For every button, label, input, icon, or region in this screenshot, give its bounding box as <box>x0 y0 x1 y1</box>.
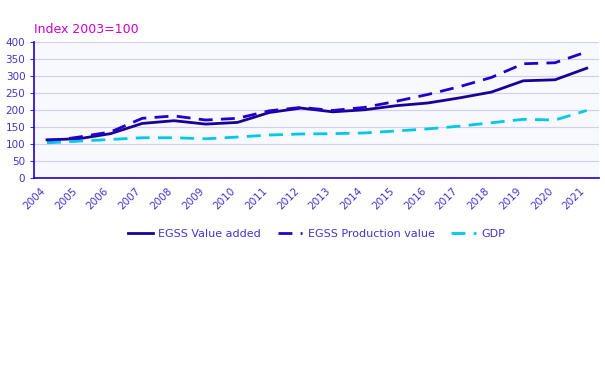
EGSS Production value <box>234 116 241 121</box>
EGSS Value added <box>361 108 368 112</box>
EGSS Value added <box>139 121 146 126</box>
GDP <box>488 121 495 125</box>
Legend: EGSS Value added, EGSS Production value, GDP: EGSS Value added, EGSS Production value,… <box>124 224 510 243</box>
EGSS Value added <box>266 110 273 115</box>
GDP <box>298 132 305 136</box>
GDP <box>171 135 178 140</box>
EGSS Production value <box>139 116 146 121</box>
GDP <box>520 117 527 122</box>
GDP <box>329 132 336 136</box>
EGSS Production value <box>583 50 590 54</box>
EGSS Production value <box>298 105 305 110</box>
EGSS Value added <box>44 138 51 142</box>
Line: EGSS Value added: EGSS Value added <box>47 68 587 140</box>
EGSS Production value <box>329 108 336 113</box>
EGSS Production value <box>202 118 209 122</box>
EGSS Production value <box>361 105 368 110</box>
GDP <box>456 124 463 128</box>
EGSS Value added <box>234 120 241 125</box>
GDP <box>266 133 273 137</box>
GDP <box>139 135 146 140</box>
EGSS Production value <box>266 108 273 113</box>
EGSS Production value <box>75 135 82 139</box>
EGSS Value added <box>583 66 590 70</box>
EGSS Production value <box>488 75 495 80</box>
EGSS Production value <box>424 92 431 97</box>
GDP <box>393 128 400 133</box>
EGSS Value added <box>551 78 558 82</box>
GDP <box>424 127 431 131</box>
EGSS Value added <box>424 101 431 105</box>
EGSS Production value <box>456 85 463 89</box>
GDP <box>107 137 114 142</box>
Line: GDP: GDP <box>47 110 587 143</box>
GDP <box>361 131 368 135</box>
Text: Index 2003=100: Index 2003=100 <box>34 23 139 36</box>
EGSS Value added <box>75 136 82 141</box>
EGSS Production value <box>107 130 114 134</box>
GDP <box>583 108 590 113</box>
EGSS Value added <box>107 132 114 136</box>
EGSS Production value <box>393 99 400 103</box>
EGSS Production value <box>171 114 178 118</box>
EGSS Production value <box>551 61 558 65</box>
EGSS Value added <box>456 96 463 100</box>
EGSS Value added <box>298 106 305 110</box>
GDP <box>551 118 558 122</box>
GDP <box>44 141 51 145</box>
EGSS Production value <box>520 61 527 66</box>
Line: EGSS Production value: EGSS Production value <box>47 52 587 141</box>
GDP <box>234 135 241 139</box>
EGSS Value added <box>171 118 178 123</box>
EGSS Value added <box>520 78 527 83</box>
GDP <box>202 136 209 141</box>
EGSS Production value <box>44 139 51 144</box>
EGSS Value added <box>329 110 336 114</box>
GDP <box>75 139 82 143</box>
EGSS Value added <box>202 122 209 126</box>
EGSS Value added <box>488 90 495 94</box>
EGSS Value added <box>393 103 400 108</box>
